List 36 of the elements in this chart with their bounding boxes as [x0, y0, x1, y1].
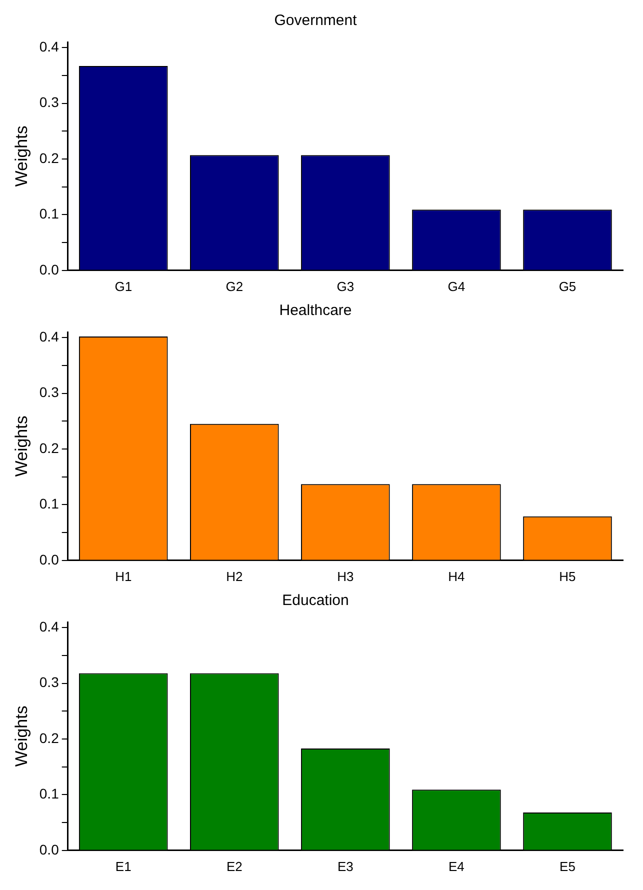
- x-tick-label: H3: [337, 568, 354, 584]
- y-tick-label: 0.2: [39, 150, 60, 166]
- x-tick-label: G4: [448, 278, 466, 294]
- y-tick-label: 0.0: [39, 261, 60, 278]
- x-tick-label: H4: [448, 568, 465, 584]
- x-tick-label: E4: [448, 858, 464, 874]
- y-axis-title: Weights: [12, 416, 31, 477]
- y-tick-label: 0.4: [39, 328, 60, 344]
- y-tick-label: 0.3: [39, 94, 60, 110]
- x-tick-label: E2: [226, 858, 242, 874]
- y-tick-label: 0.4: [39, 618, 60, 634]
- y-tick-label: 0.4: [39, 38, 60, 54]
- x-tick-label: E1: [115, 858, 132, 874]
- chart-title: Government: [274, 12, 358, 30]
- y-tick-label: 0.3: [39, 674, 60, 690]
- x-tick-label: E3: [337, 858, 354, 874]
- y-tick-label: 0.0: [39, 551, 60, 568]
- y-tick-label: 0.2: [39, 730, 60, 746]
- y-axis-title: Weights: [12, 126, 31, 187]
- x-tick-label: G2: [226, 278, 244, 294]
- y-axis-title: Weights: [12, 706, 31, 767]
- x-tick-label: E5: [560, 858, 576, 874]
- x-tick-label: G3: [336, 278, 354, 294]
- x-tick-label: H5: [559, 568, 576, 584]
- y-tick-label: 0.1: [39, 206, 60, 222]
- x-tick-label: H1: [115, 568, 132, 584]
- y-tick-label: 0.1: [39, 786, 60, 802]
- y-tick-label: 0.1: [39, 496, 60, 512]
- y-tick-label: 0.2: [39, 440, 60, 456]
- x-tick-label: G1: [114, 278, 132, 294]
- x-tick-label: H2: [226, 568, 243, 584]
- y-tick-label: 0.3: [39, 384, 60, 400]
- y-tick-label: 0.0: [39, 841, 60, 858]
- x-tick-label: G5: [558, 278, 576, 294]
- chart-title: Education: [282, 592, 349, 610]
- chart-title: Healthcare: [279, 302, 352, 320]
